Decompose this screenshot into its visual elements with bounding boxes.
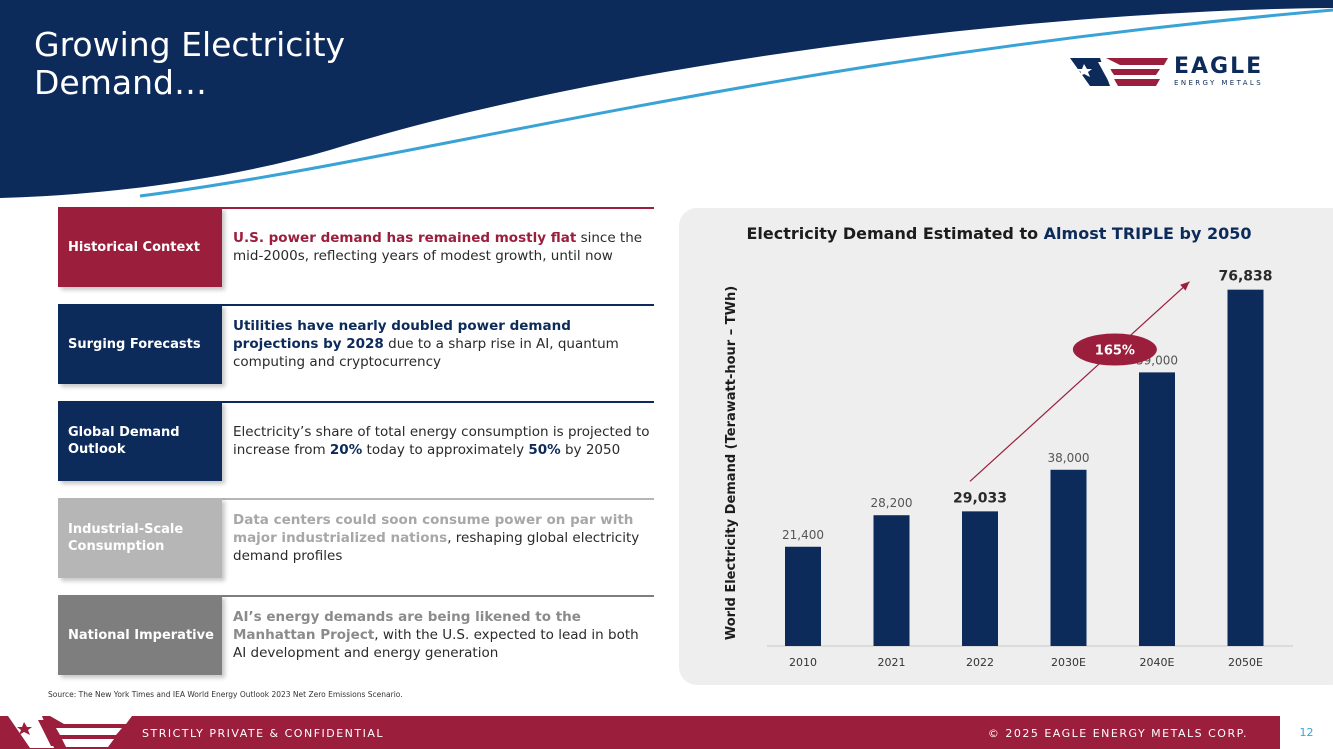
growth-arrow-head xyxy=(1180,281,1190,291)
tick-label-2010: 2010 xyxy=(789,656,817,669)
row-divider xyxy=(222,498,654,500)
row-divider xyxy=(222,401,654,403)
logo-wordmark: EAGLE xyxy=(1174,54,1264,79)
row-description: Electricity’s share of total energy cons… xyxy=(233,401,651,481)
bar-chart: World Electricity Demand (Terawatt-hour … xyxy=(724,269,1293,669)
data-label-2010: 21,400 xyxy=(782,528,824,542)
bar-2021 xyxy=(873,515,910,646)
row-national-imperative: National Imperative AI’s energy demands … xyxy=(58,595,654,677)
footer-confidential: STRICTLY PRIVATE & CONFIDENTIAL xyxy=(142,727,385,740)
row-label: Surging Forecasts xyxy=(58,304,222,384)
row-text: , reshaping global electricity demand pr… xyxy=(233,530,640,564)
row-text: since the mid-2000s, reflecting years of… xyxy=(233,230,643,264)
row-highlight: U.S. power demand has remained mostly fl… xyxy=(233,230,577,246)
data-label-2050e: 76,838 xyxy=(1218,269,1272,285)
footer-bar: STRICTLY PRIVATE & CONFIDENTIAL © 2025 E… xyxy=(0,716,1333,749)
growth-badge xyxy=(1072,333,1157,366)
bar-2050e xyxy=(1227,289,1264,646)
row-highlight-20: 20% xyxy=(329,442,363,458)
row-label: Industrial-Scale Consumption xyxy=(58,498,222,578)
source-note: Source: The New York Times and IEA World… xyxy=(48,690,403,699)
eagle-logo-icon xyxy=(1070,58,1168,86)
chart-panel: Electricity Demand Estimated to Almost T… xyxy=(679,208,1333,685)
company-logo: EAGLE ENERGY METALS xyxy=(1070,52,1275,92)
row-highlight: AI’s energy demands are being likened to… xyxy=(233,609,581,643)
row-text: Electricity’s share of total energy cons… xyxy=(233,424,650,458)
row-label: Global Demand Outlook xyxy=(58,401,222,481)
tick-label-2030e: 2030E xyxy=(1051,656,1086,669)
row-label: Historical Context xyxy=(58,207,222,287)
bar-2040e xyxy=(1139,372,1175,646)
bar-2022 xyxy=(962,511,998,646)
chart-title: Electricity Demand Estimated to Almost T… xyxy=(679,224,1319,243)
row-text: , with the U.S. expected to lead in both… xyxy=(233,627,639,661)
growth-arrow-line xyxy=(969,281,1190,482)
footer-eagle-logo-icon xyxy=(8,716,132,748)
row-historical-context: Historical Context U.S. power demand has… xyxy=(58,207,654,289)
row-surging-forecasts: Surging Forecasts Utilities have nearly … xyxy=(58,304,654,386)
row-label: National Imperative xyxy=(58,595,222,675)
tick-label-2022: 2022 xyxy=(966,656,994,669)
row-highlight-50: 50% xyxy=(528,442,561,458)
page-number: 12 xyxy=(1280,716,1333,749)
tick-label-2021: 2021 xyxy=(878,656,906,669)
row-highlight: Utilities have nearly doubled power dema… xyxy=(233,318,571,352)
row-description: U.S. power demand has remained mostly fl… xyxy=(233,207,651,287)
row-industrial-scale-consumption: Industrial-Scale Consumption Data center… xyxy=(58,498,654,580)
row-description: AI’s energy demands are being likened to… xyxy=(233,595,651,675)
row-description: Utilities have nearly doubled power dema… xyxy=(233,304,651,384)
row-divider xyxy=(222,304,654,306)
y-axis-label: World Electricity Demand (Terawatt-hour … xyxy=(724,286,739,640)
row-text: today to approximately xyxy=(362,442,529,458)
row-divider xyxy=(222,207,654,209)
row-description: Data centers could soon consume power on… xyxy=(233,498,651,578)
chart-title-prefix: Electricity Demand Estimated to xyxy=(746,224,1044,243)
data-label-2022: 29,033 xyxy=(953,490,1007,506)
row-divider xyxy=(222,595,654,597)
row-text: due to a sharp rise in AI, quantum compu… xyxy=(233,336,619,370)
row-global-demand-outlook: Global Demand Outlook Electricity’s shar… xyxy=(58,401,654,483)
header-banner xyxy=(0,0,1333,198)
tick-label-2040e: 2040E xyxy=(1140,656,1175,669)
logo-subtitle: ENERGY METALS xyxy=(1174,79,1264,87)
row-highlight: Data centers could soon consume power on… xyxy=(233,512,634,546)
footer-copyright: © 2025 EAGLE ENERGY METALS CORP. xyxy=(987,727,1248,740)
bar-2010 xyxy=(785,546,821,646)
page-title: Growing Electricity Demand… xyxy=(34,25,346,102)
chart-title-accent: Almost TRIPLE by 2050 xyxy=(1043,224,1252,243)
tick-label-2050e: 2050E xyxy=(1228,656,1263,669)
data-label-2030e: 38,000 xyxy=(1048,451,1090,465)
bar-2030e xyxy=(1050,469,1087,646)
data-label-2021: 28,200 xyxy=(871,496,913,510)
growth-badge-label: 165% xyxy=(1095,344,1135,359)
row-text: by 2050 xyxy=(560,442,621,458)
